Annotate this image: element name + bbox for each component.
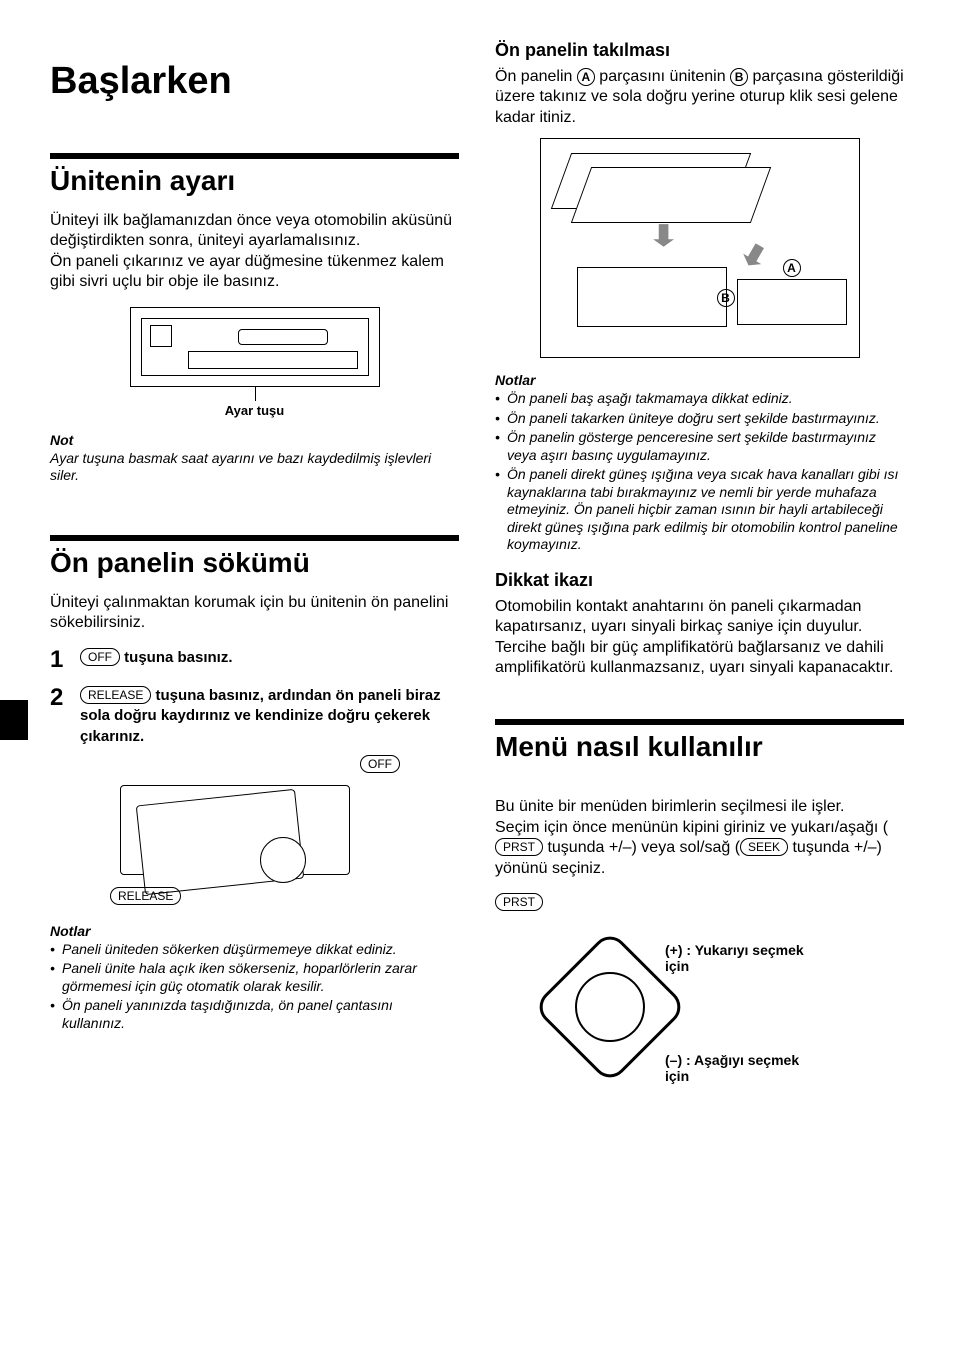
menu-para-mid1: tuşunda +/–) veya sol/sağ ( bbox=[543, 839, 740, 856]
figure-label-a: A bbox=[783, 259, 801, 277]
attach-para: Ön panelin A parçasını ünitenin B parças… bbox=[495, 67, 904, 128]
page-edge-tab bbox=[0, 700, 28, 740]
caution-para: Otomobilin kontakt anahtarını ön paneli … bbox=[495, 597, 904, 679]
caution-title: Dikkat ikazı bbox=[495, 570, 904, 591]
attach-note-1: Ön paneli baş aşağı takmamaya dikkat edi… bbox=[495, 390, 904, 408]
figure-detach: OFF RELEASE bbox=[110, 755, 400, 905]
attach-note-2: Ön paneli takarken üniteye doğru sert şe… bbox=[495, 410, 904, 428]
figure-label-release: RELEASE bbox=[110, 887, 181, 905]
menu-para-pre: Bu ünite bir menüden birimlerin seçilmes… bbox=[495, 798, 888, 835]
label-b-inline: B bbox=[730, 68, 748, 86]
dial-label-minus: (–) : Aşağıyı seçmek için bbox=[665, 1052, 815, 1084]
attach-notes-heading: Notlar bbox=[495, 372, 904, 388]
key-release: RELEASE bbox=[80, 686, 151, 704]
detach-step-2: RELEASE tuşuna basınız, ardından ön pane… bbox=[50, 686, 459, 905]
section-reset-para: Üniteyi ilk bağlamanızdan önce veya otom… bbox=[50, 211, 459, 293]
figure-reset-caption-text: Ayar tuşu bbox=[225, 403, 284, 418]
figure-reset-caption: Ayar tuşu bbox=[50, 403, 459, 418]
detach-notes-heading: Notlar bbox=[50, 923, 459, 939]
section-reset-title: Ünitenin ayarı bbox=[50, 153, 459, 197]
detach-step-1: OFF tuşuna basınız. bbox=[50, 648, 459, 668]
chapter-title: Başlarken bbox=[50, 60, 459, 103]
right-column: Ön panelin takılması Ön panelin A parças… bbox=[495, 40, 904, 1092]
attach-para-mid1: parçasını ünitenin bbox=[595, 68, 730, 85]
attach-note-4: Ön paneli direkt güneş ışığına veya sıca… bbox=[495, 466, 904, 554]
figure-attach: ⬇ A B ⬇ bbox=[540, 138, 860, 358]
figure-label-off: OFF bbox=[360, 755, 400, 773]
note-heading: Not bbox=[50, 432, 459, 448]
attach-para-pre: Ön panelin bbox=[495, 68, 577, 85]
key-prst-inline: PRST bbox=[495, 838, 543, 856]
key-prst-figure: PRST bbox=[495, 893, 543, 911]
attach-title: Ön panelin takılması bbox=[495, 40, 904, 61]
detach-notes-list: Paneli üniteden sökerken düşürmemeye dik… bbox=[50, 941, 459, 1033]
step1-text: tuşuna basınız. bbox=[120, 649, 233, 666]
label-a-inline: A bbox=[577, 68, 595, 86]
key-seek-inline: SEEK bbox=[740, 838, 788, 856]
note-body: Ayar tuşuna basmak saat ayarını ve bazı … bbox=[50, 450, 459, 485]
menu-para: Bu ünite bir menüden birimlerin seçilmes… bbox=[495, 777, 904, 879]
detach-note-3: Ön paneli yanınızda taşıdığınızda, ön pa… bbox=[50, 997, 459, 1032]
key-off: OFF bbox=[80, 648, 120, 666]
dial-label-plus: (+) : Yukarıyı seçmek için bbox=[665, 942, 815, 974]
section-menu-title: Menü nasıl kullanılır bbox=[495, 719, 904, 763]
section-detach-title: Ön panelin sökümü bbox=[50, 535, 459, 579]
detach-note-1: Paneli üniteden sökerken düşürmemeye dik… bbox=[50, 941, 459, 959]
detach-steps: OFF tuşuna basınız. RELEASE tuşuna basın… bbox=[50, 648, 459, 905]
attach-note-3: Ön panelin gösterge penceresine sert şek… bbox=[495, 429, 904, 464]
attach-notes-list: Ön paneli baş aşağı takmamaya dikkat edi… bbox=[495, 390, 904, 554]
page-columns: Başlarken Ünitenin ayarı Üniteyi ilk bağ… bbox=[50, 40, 904, 1092]
detach-note-2: Paneli ünite hala açık iken sökerseniz, … bbox=[50, 960, 459, 995]
figure-reset-unit bbox=[130, 307, 380, 387]
figure-label-b: B bbox=[717, 289, 735, 307]
figure-dial: (+) : Yukarıyı seçmek için (–) : Aşağıyı… bbox=[495, 922, 815, 1092]
left-column: Başlarken Ünitenin ayarı Üniteyi ilk bağ… bbox=[50, 40, 459, 1092]
section-detach-para: Üniteyi çalınmaktan korumak için bu ünit… bbox=[50, 593, 459, 634]
